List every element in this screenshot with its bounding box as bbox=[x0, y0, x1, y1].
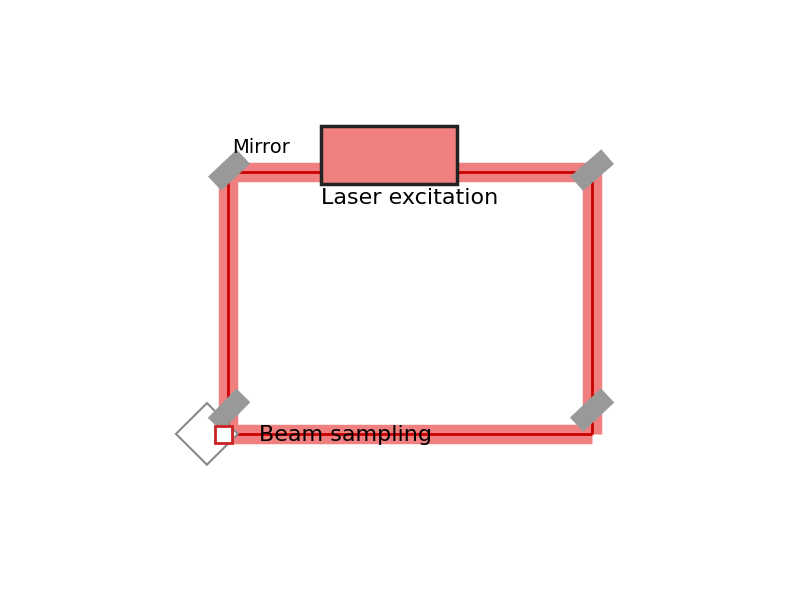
Bar bbox=[321, 126, 457, 184]
Text: Beam sampling: Beam sampling bbox=[259, 425, 432, 445]
Polygon shape bbox=[176, 403, 238, 464]
Bar bbox=[214, 426, 232, 443]
Text: Laser excitation: Laser excitation bbox=[322, 187, 498, 208]
Text: Mirror: Mirror bbox=[232, 137, 290, 157]
